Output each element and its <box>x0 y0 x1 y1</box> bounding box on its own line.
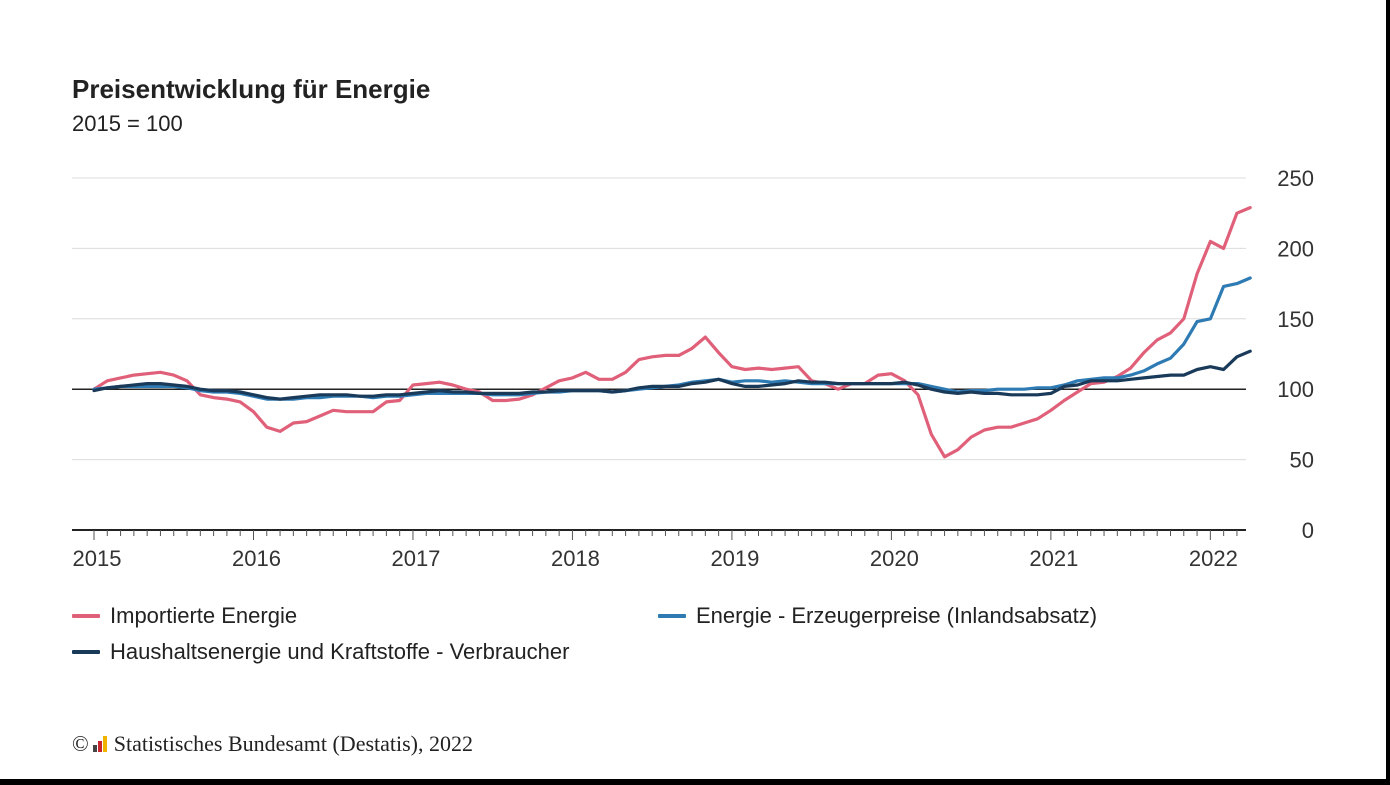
y-tick-label-200: 200 <box>1277 236 1314 261</box>
x-tick-label-2016: 2016 <box>232 546 281 571</box>
legend-item-verbraucher: Haushaltsenergie und Kraftstoffe - Verbr… <box>72 639 569 665</box>
legend-label-verbraucher: Haushaltsenergie und Kraftstoffe - Verbr… <box>110 639 570 664</box>
destatis-logo-icon <box>92 736 108 752</box>
x-tick-label-2020: 2020 <box>870 546 919 571</box>
chart-subtitle: 2015 = 100 <box>72 111 183 136</box>
legend-label-erzeugerpreise: Energie - Erzeugerpreise (Inlandsabsatz) <box>696 603 1098 628</box>
y-tick-label-150: 150 <box>1277 307 1314 332</box>
x-tick-label-2019: 2019 <box>710 546 759 571</box>
series-line-0 <box>92 206 1252 459</box>
y-tick-label-250: 250 <box>1277 166 1314 191</box>
x-tick-label-2015: 2015 <box>73 546 122 571</box>
legend-item-erzeugerpreise: Energie - Erzeugerpreise (Inlandsabsatz) <box>658 603 1097 629</box>
line-chart: 0 50 100 150 200 250 2015 2016 2017 2018 2019 2020 2… <box>72 166 1314 571</box>
x-tick-label-2017: 2017 <box>391 546 440 571</box>
source-credit: © Statistisches Bundesamt (Destatis), 20… <box>72 731 473 757</box>
y-tick-label-0: 0 <box>1302 518 1314 543</box>
legend-swatch-erzeugerpreise <box>658 614 686 618</box>
source-text: Statistisches Bundesamt (Destatis), 2022 <box>113 731 474 756</box>
legend-swatch-importierte-energie <box>72 614 100 618</box>
x-tick-label-2022: 2022 <box>1189 546 1238 571</box>
series-line-1 <box>92 276 1252 401</box>
legend-item-importierte-energie: Importierte Energie <box>72 603 297 629</box>
x-tick-label-2021: 2021 <box>1029 546 1078 571</box>
copyright-symbol: © <box>72 731 89 756</box>
legend-label-importierte-energie: Importierte Energie <box>110 603 298 628</box>
y-tick-label-50: 50 <box>1290 448 1314 473</box>
x-tick-label-2018: 2018 <box>551 546 600 571</box>
frame-right-border <box>1386 0 1390 785</box>
frame-bottom-border <box>0 779 1390 785</box>
series-line-2 <box>92 349 1252 401</box>
legend-swatch-verbraucher <box>72 650 100 654</box>
y-tick-label-100: 100 <box>1277 377 1314 402</box>
chart-title: Preisentwicklung für Energie <box>72 74 431 104</box>
